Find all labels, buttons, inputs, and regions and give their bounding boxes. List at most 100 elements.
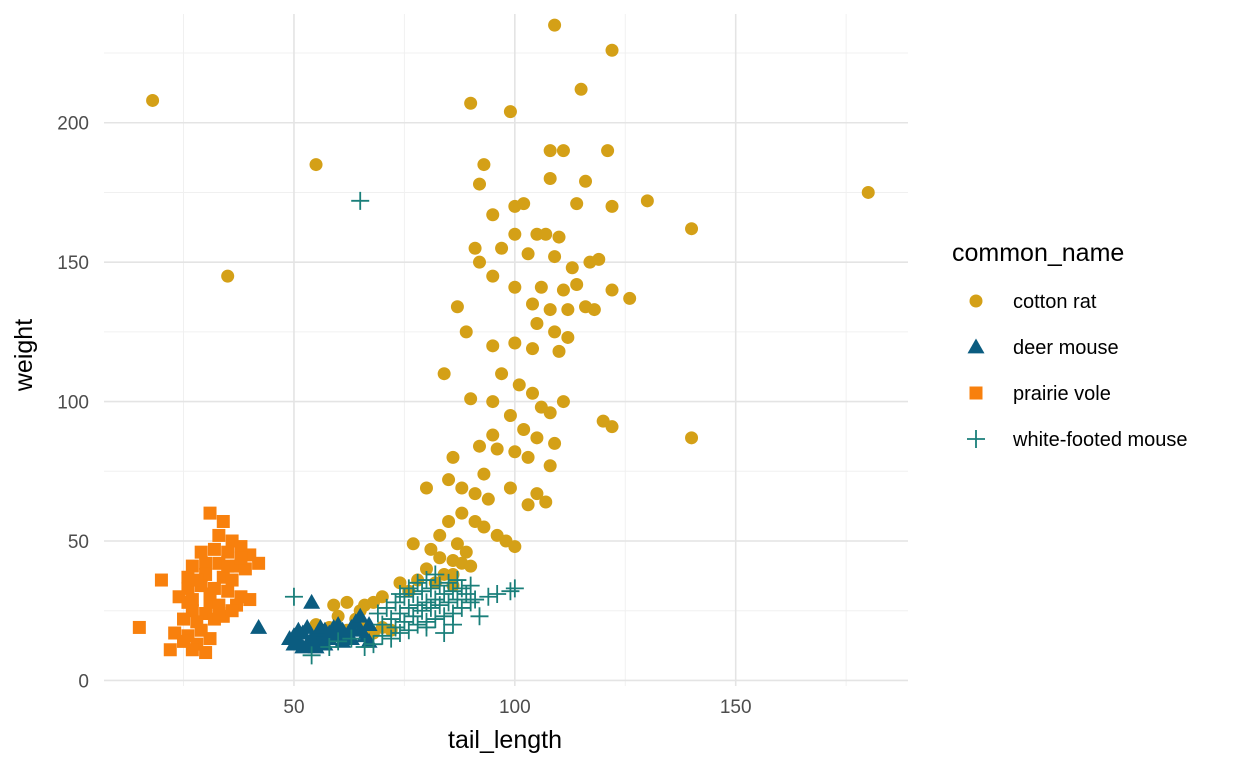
prairie-vole-point	[163, 643, 177, 657]
prairie-vole-point	[243, 593, 257, 607]
white-footed-mouse-point	[390, 584, 409, 603]
prairie-vole-point	[203, 587, 217, 601]
cotton-rat-point	[526, 297, 540, 311]
legend-items: cotton rat deer mouse prairie vole white-fo…	[967, 291, 1188, 451]
cotton-rat-point	[548, 325, 562, 339]
cotton-rat-point	[552, 230, 566, 244]
y-tick-label: 50	[68, 532, 89, 553]
cotton-rat-point	[327, 598, 341, 612]
prairie-vole-point	[199, 556, 213, 570]
cotton-rat-point	[640, 194, 654, 208]
cotton-rat-point	[477, 158, 491, 172]
cotton-rat-point	[605, 43, 619, 57]
white-footed-mouse-point	[443, 615, 462, 634]
legend-key-deer-mouse	[967, 338, 985, 354]
cotton-rat-point	[459, 545, 473, 559]
cotton-rat-point	[543, 144, 557, 158]
white-footed-mouse-point	[417, 618, 436, 637]
white-footed-mouse-point	[399, 598, 418, 617]
deer-mouse-point	[311, 618, 329, 634]
series-white-footed-mouse	[284, 191, 524, 665]
white-footed-mouse-point	[302, 646, 321, 665]
white-footed-mouse-point	[435, 624, 454, 643]
cotton-rat-point	[503, 481, 517, 495]
cotton-rat-point	[539, 227, 553, 241]
cotton-rat-point	[503, 409, 517, 423]
prairie-vole-point	[177, 612, 191, 626]
prairie-vole-point	[221, 545, 235, 559]
cotton-rat-point	[477, 467, 491, 481]
cotton-rat-point	[565, 261, 579, 275]
cotton-rat-point	[605, 420, 619, 434]
prairie-vole-point	[212, 607, 226, 621]
cotton-rat-point	[468, 241, 482, 255]
cotton-rat-point	[503, 105, 517, 119]
cotton-rat-point	[561, 303, 575, 317]
cotton-rat-point	[508, 540, 522, 554]
cotton-rat-point	[495, 367, 509, 381]
cotton-rat-point	[548, 250, 562, 264]
cotton-rat-point	[486, 269, 500, 283]
cotton-rat-point	[481, 492, 495, 506]
prairie-vole-point	[234, 551, 248, 565]
data-points	[132, 18, 875, 665]
cotton-rat-point	[455, 481, 469, 495]
cotton-rat-point	[477, 520, 491, 534]
cotton-rat-point	[548, 436, 562, 450]
prairie-vole-point	[203, 506, 217, 520]
prairie-vole-point	[199, 646, 213, 660]
cotton-rat-point	[561, 330, 575, 344]
white-footed-mouse-point	[443, 582, 462, 601]
cotton-rat-point	[419, 481, 433, 495]
legend-label-prairie-vole: prairie vole	[1013, 383, 1111, 405]
cotton-rat-point	[517, 422, 531, 436]
cotton-rat-point	[508, 336, 522, 350]
cotton-rat-point	[556, 283, 570, 297]
x-tick-label: 150	[720, 697, 752, 718]
cotton-rat-point	[486, 339, 500, 353]
cotton-rat-point	[521, 450, 535, 464]
cotton-rat-point	[433, 551, 447, 565]
cotton-rat-point	[442, 473, 456, 487]
cotton-rat-point	[521, 247, 535, 261]
white-footed-mouse-point	[505, 579, 524, 598]
plot-area	[104, 14, 908, 686]
cotton-rat-point	[146, 93, 160, 107]
white-footed-mouse-point	[426, 610, 445, 629]
prairie-vole-point	[221, 559, 235, 573]
cotton-rat-point	[464, 96, 478, 110]
x-tick-label: 50	[283, 697, 304, 718]
cotton-rat-point	[472, 439, 486, 453]
deer-mouse-point	[250, 618, 268, 634]
prairie-vole-point	[190, 573, 204, 587]
white-footed-mouse-point	[408, 615, 427, 634]
cotton-rat-point	[508, 445, 522, 459]
series-cotton-rat	[146, 18, 875, 640]
white-footed-mouse-point	[355, 637, 374, 656]
cotton-rat-point	[406, 537, 420, 551]
cotton-rat-point	[419, 562, 433, 576]
white-footed-mouse-point	[461, 593, 480, 612]
prairie-vole-point	[225, 604, 239, 618]
white-footed-mouse-point	[488, 584, 507, 603]
white-footed-mouse-point	[329, 632, 348, 651]
cotton-rat-point	[459, 325, 473, 339]
cotton-rat-point	[521, 498, 535, 512]
cotton-rat-point	[526, 386, 540, 400]
white-footed-mouse-point	[439, 573, 458, 592]
cotton-rat-point	[579, 174, 593, 188]
cotton-rat-point	[486, 428, 500, 442]
x-axis-ticks: 50 100 150	[283, 697, 751, 718]
white-footed-mouse-point	[284, 587, 303, 606]
cotton-rat-point	[433, 528, 447, 542]
prairie-vole-point	[225, 573, 239, 587]
prairie-vole-point	[216, 514, 230, 528]
cotton-rat-point	[543, 406, 557, 420]
cotton-rat-point	[552, 344, 566, 358]
x-tick-label: 100	[499, 697, 531, 718]
cotton-rat-point	[539, 495, 553, 509]
deer-mouse-point	[294, 638, 312, 654]
cotton-rat-point	[556, 395, 570, 409]
cotton-rat-point	[472, 255, 486, 269]
y-tick-label: 150	[57, 253, 89, 274]
